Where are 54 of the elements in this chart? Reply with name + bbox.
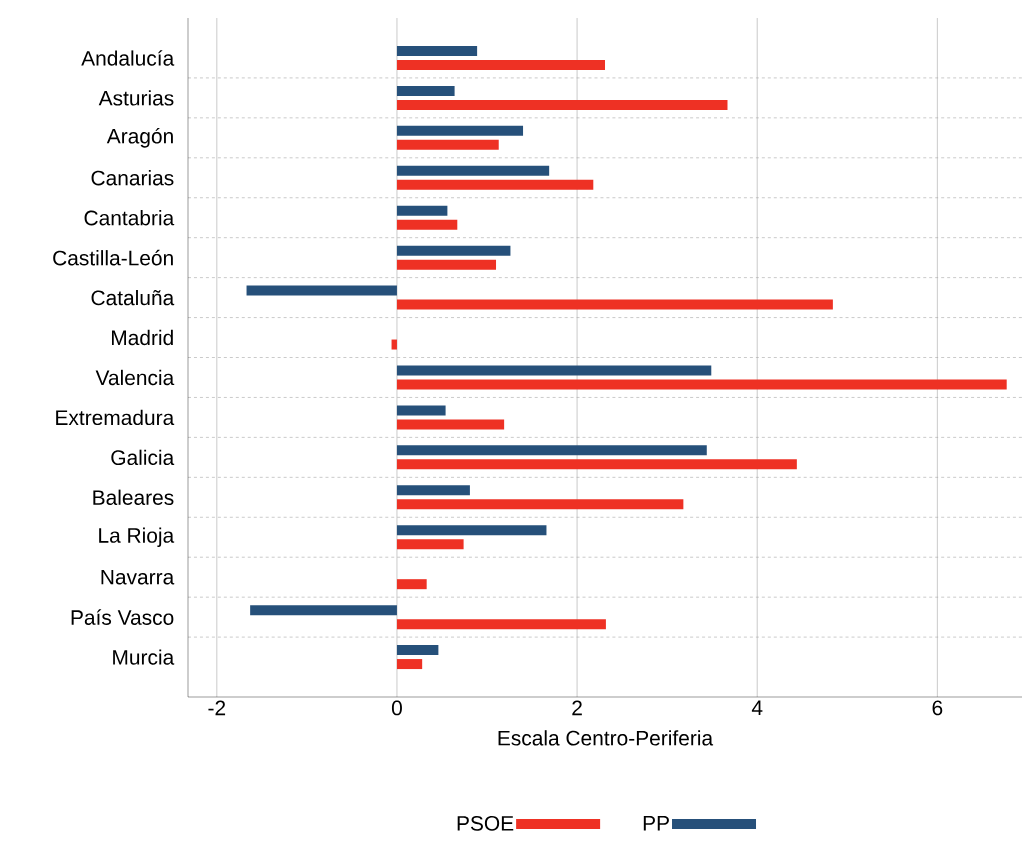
x-axis-title: Escala Centro-Periferia — [498, 730, 714, 746]
bar — [396, 659, 423, 670]
bar — [396, 179, 594, 190]
bar — [396, 99, 728, 110]
y-tick-label: Asturias — [98, 90, 174, 106]
bar — [396, 445, 707, 456]
bar — [396, 539, 464, 550]
y-tick-label: Castilla-León — [53, 249, 173, 266]
y-tick-label: Cataluña — [91, 289, 175, 306]
bar — [396, 405, 446, 416]
bar — [396, 645, 439, 656]
bar — [396, 85, 455, 96]
bar — [391, 339, 397, 350]
bar — [396, 139, 499, 150]
bar — [396, 219, 458, 230]
legend-label: PP — [643, 816, 669, 831]
bar — [396, 579, 427, 590]
y-tick-label: La Rioja — [99, 527, 175, 547]
bar — [396, 165, 550, 176]
y-tick-label: Valencia — [95, 369, 175, 386]
bar — [250, 605, 397, 616]
x-tick-label: -2 — [208, 700, 226, 716]
y-tick-label: Madrid — [112, 329, 173, 346]
x-tick-label: 6 — [932, 700, 943, 716]
y-tick-label: Navarra — [101, 569, 175, 585]
bar — [396, 525, 547, 536]
y-tick-label: Aragón — [106, 127, 173, 148]
y-tick-label: Baleares — [93, 489, 174, 505]
y-tick-label: Galicia — [111, 449, 175, 466]
bar — [396, 379, 1007, 390]
bar — [396, 259, 497, 270]
y-tick-label: Andalucía — [81, 50, 175, 66]
bar — [396, 459, 797, 470]
bar — [396, 205, 448, 216]
x-tick-label: 0 — [391, 700, 402, 716]
y-tick-label: Canarias — [91, 170, 174, 186]
bar — [396, 125, 524, 136]
bar — [246, 285, 397, 296]
bar — [396, 619, 606, 630]
legend-label: PSOE — [457, 815, 514, 831]
y-tick-label: Extremadura — [56, 409, 175, 426]
y-tick-label: País Vasco — [71, 609, 174, 625]
y-tick-label: Murcia — [113, 649, 175, 665]
bar — [396, 245, 511, 256]
bar — [396, 419, 505, 430]
y-tick-label: Cantabria — [84, 210, 175, 226]
bar — [396, 365, 712, 376]
bar — [396, 299, 833, 310]
bar — [396, 499, 684, 510]
x-tick-label: 4 — [751, 700, 763, 715]
x-tick-label: 2 — [572, 700, 582, 716]
bar — [396, 485, 470, 496]
bar — [396, 45, 478, 56]
bar — [396, 59, 605, 70]
